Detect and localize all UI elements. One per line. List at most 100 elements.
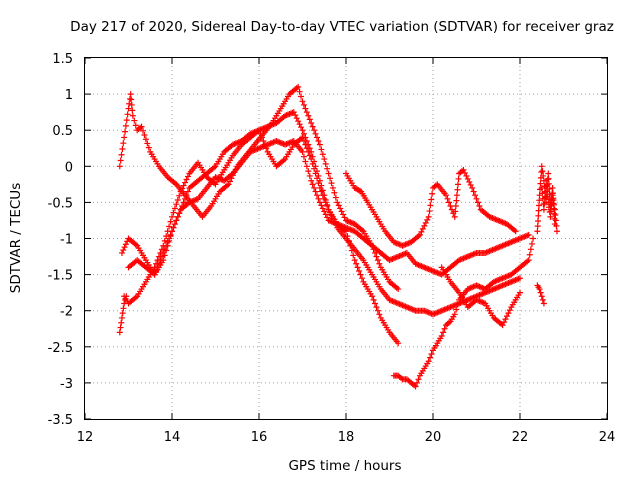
data-point <box>120 305 127 312</box>
data-point <box>538 169 545 176</box>
data-point <box>122 296 129 303</box>
data-point <box>535 207 542 214</box>
data-point <box>324 214 331 221</box>
data-point <box>123 293 130 300</box>
data-point <box>536 197 543 204</box>
data-point <box>302 141 309 148</box>
data-point <box>158 253 165 260</box>
data-point <box>541 200 548 207</box>
data-point <box>552 217 559 224</box>
data-point <box>309 181 316 188</box>
data-point <box>170 224 177 231</box>
data-point <box>369 293 376 300</box>
data-point <box>476 203 483 210</box>
data-point <box>179 185 186 192</box>
data-point <box>167 218 174 225</box>
data-point <box>552 212 559 219</box>
data-point <box>356 187 363 194</box>
y-tick-label: -3 <box>60 377 73 392</box>
data-point <box>316 141 323 148</box>
data-point <box>357 271 364 278</box>
data-point <box>358 275 365 282</box>
data-point <box>225 181 232 188</box>
data-point <box>467 181 474 188</box>
data-point <box>445 199 452 206</box>
data-point <box>551 201 558 208</box>
data-point <box>451 311 458 318</box>
x-tick-label: 22 <box>512 430 529 445</box>
data-point <box>470 188 477 195</box>
series-track-i <box>538 177 560 235</box>
data-point <box>179 203 186 210</box>
data-point <box>116 163 123 170</box>
data-point <box>329 184 336 191</box>
data-point <box>263 145 270 152</box>
data-point <box>298 124 305 131</box>
data-point <box>319 192 326 199</box>
data-point <box>161 237 168 244</box>
data-point <box>546 209 553 216</box>
data-point <box>321 156 328 163</box>
y-tick-label: -1.5 <box>48 269 73 284</box>
x-tick-label: 24 <box>599 430 616 445</box>
data-point <box>257 130 264 137</box>
data-point <box>142 136 149 143</box>
data-point <box>452 203 459 210</box>
data-point <box>502 316 509 323</box>
data-point <box>302 105 309 112</box>
data-point <box>260 138 267 145</box>
data-point <box>376 311 383 318</box>
data-point <box>525 257 532 264</box>
data-point <box>140 127 146 134</box>
data-point <box>539 190 546 197</box>
data-point <box>303 109 310 116</box>
data-point <box>180 182 187 189</box>
data-point <box>527 246 534 253</box>
data-point <box>332 194 339 201</box>
data-point <box>318 146 325 153</box>
data-point <box>296 88 303 95</box>
data-point <box>305 168 312 175</box>
data-point <box>447 203 454 210</box>
data-point <box>353 260 360 267</box>
data-point <box>453 197 460 204</box>
data-point <box>540 300 547 307</box>
data-point <box>295 118 302 125</box>
data-point <box>549 184 556 191</box>
data-point <box>180 199 187 206</box>
data-point <box>306 172 313 179</box>
data-point <box>315 180 322 187</box>
data-point <box>123 117 130 124</box>
data-point <box>306 116 313 123</box>
data-point <box>166 223 173 230</box>
data-point <box>549 197 556 204</box>
data-point <box>125 105 132 112</box>
data-point <box>227 178 233 185</box>
data-point <box>322 160 329 167</box>
data-point <box>308 156 315 163</box>
y-tick-label: -3.5 <box>48 413 73 428</box>
data-point <box>424 216 431 223</box>
data-point <box>517 289 523 296</box>
data-point <box>299 134 306 141</box>
data-point <box>164 239 171 246</box>
data-point <box>425 358 432 365</box>
data-point <box>308 119 315 126</box>
data-point <box>464 175 471 182</box>
series-track-j <box>534 282 547 307</box>
y-tick-label: 1.5 <box>52 52 73 67</box>
data-point <box>144 140 151 147</box>
data-point <box>455 181 462 188</box>
data-point <box>292 112 299 119</box>
data-point <box>454 186 461 193</box>
data-point <box>321 195 328 202</box>
data-point <box>311 184 318 191</box>
data-point <box>118 249 125 256</box>
y-tick-label: -1 <box>60 233 73 248</box>
data-point <box>122 241 129 248</box>
data-point <box>131 117 138 124</box>
data-point <box>499 322 506 329</box>
data-point <box>451 213 458 220</box>
data-point <box>118 319 125 326</box>
series-track-g <box>438 264 523 329</box>
